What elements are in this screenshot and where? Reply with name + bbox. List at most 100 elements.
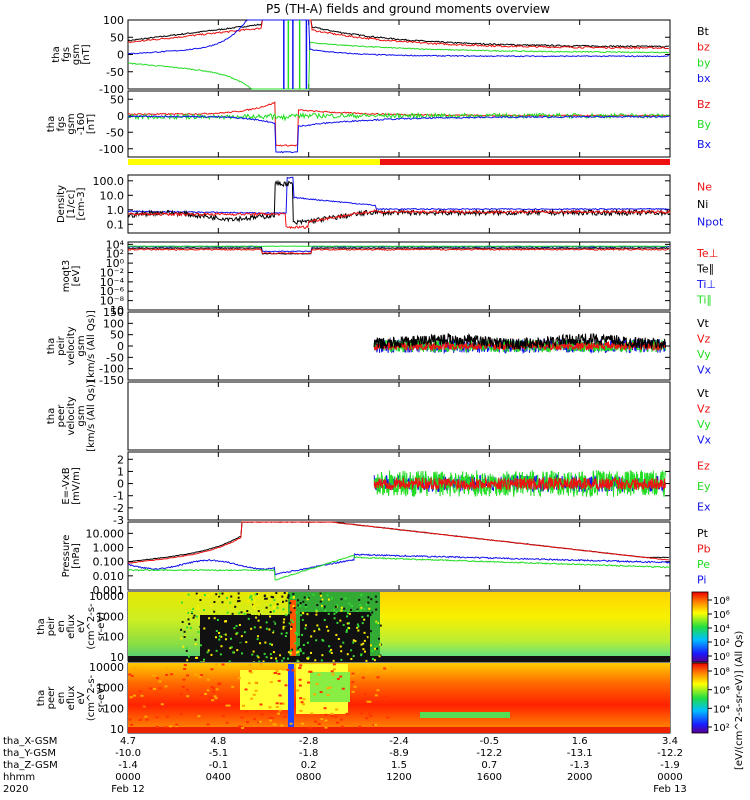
x-tick-label: -1.4 [118,760,138,771]
x-tick-label: -1.3 [570,760,590,771]
y-tick-label: 10⁴ [106,238,125,251]
svg-text:gsm: gsm [71,44,82,65]
legend-entry: Pb [697,542,711,555]
x-tick-label: -8.9 [389,748,409,759]
y-tick-label: 0.1 [107,218,125,231]
svg-text:velocity: velocity [66,396,77,435]
x-tick-label: -1.8 [299,748,319,759]
legend-entry: Vz [697,402,711,415]
legend-entry: Te∥ [696,262,714,275]
y-tick-label: 100 [103,317,124,330]
legend-entry: Bx [697,138,712,151]
y-tick-label: 100 [103,702,124,715]
legend-entry: Ti⊥ [696,278,716,291]
x-tick-label: 0.2 [301,760,317,771]
svg-text:moqt3: moqt3 [61,260,72,293]
svg-text:tha: tha [51,46,62,62]
svg-text:eflux: eflux [66,686,77,711]
y-tick-label: 0 [117,478,124,491]
svg-text:[1/cc]: [1/cc] [66,190,77,219]
legend-entry: Vy [697,418,711,431]
y-tick-label: -100 [99,83,124,96]
svg-text:tha: tha [46,116,57,132]
legend-entry: Bt [697,25,710,38]
y-tick-label: 0 [117,49,124,62]
panel-frame [127,381,671,451]
legend-entry: by [697,56,711,69]
svg-text:tha: tha [36,618,47,634]
y-tick-label: 1000 [96,682,124,695]
colorbar-ion: 10⁸ 10⁶ 10⁴ 10² 10⁰ [691,591,730,663]
svg-text:[km/s (All Qs)]: [km/s (All Qs)] [86,380,97,452]
svg-text:fgs: fgs [61,47,72,62]
svg-text:eV: eV [76,691,87,704]
quality-flag-bar [128,159,670,165]
x-tick-label: -5.1 [209,748,229,759]
y-axis-label: tha peer velocity gsm [km/s (All Qs)] [46,380,97,452]
y-tick-label: -50 [106,351,124,364]
colorbar-label: [eV/(cm^2-s-sr-eV)] (All Qs) [734,631,745,770]
svg-text:peer: peer [46,686,57,710]
curves-layer [127,19,671,581]
x-tick-label: 2000 [567,772,592,783]
y-tick-label: -50 [106,126,124,139]
colorbar-tick: 10² [713,723,730,734]
legend-entry: Bz [697,98,711,111]
x-tick-label: 1200 [386,772,411,783]
svg-text:[nT]: [nT] [81,44,92,64]
svg-text:(cm^2-s-: (cm^2-s- [86,603,97,650]
legend-entry: Pt [697,527,709,540]
legend-entry: Vx [697,363,712,376]
y-tick-label: 10⁻⁴ [100,276,125,289]
legend-entry: By [697,118,712,131]
svg-text:en: en [56,620,67,633]
y-tick-label: 10⁰ [106,257,125,270]
colorbar-tick: 10⁸ [713,667,730,678]
y-tick-label: -50 [106,66,124,79]
y-tick-label: -3 [113,514,124,527]
legend-entry: bz [697,41,710,54]
row-label: 2020 [3,784,28,795]
svg-text:peir: peir [56,335,67,355]
y-tick-label: -1 [113,490,124,503]
svg-text:[cm-3]: [cm-3] [76,187,87,220]
svg-text:tha: tha [36,690,47,706]
svg-text:tha: tha [46,338,57,354]
svg-text:gsm: gsm [76,335,87,356]
svg-text:tha: tha [46,408,57,424]
x-tick-label: 3.4 [662,736,678,747]
svg-text:velocity: velocity [66,326,77,365]
svg-text:E=-VxB: E=-VxB [61,467,72,504]
y-tick-label: 0 [117,340,124,353]
y-tick-label: 10⁻⁸ [100,295,125,308]
y-tick-label: 100 [103,631,124,644]
y-axis-label: tha fgs gsm -160 [nT] [46,113,97,136]
svg-text:en: en [56,692,67,705]
svg-text:[nPa]: [nPa] [71,543,82,569]
legend-entry: Pe [697,558,710,571]
legend-entry: Ti∥ [696,293,712,306]
svg-text:peir: peir [46,616,57,636]
svg-text:gsm: gsm [66,113,77,134]
svg-text:eflux: eflux [66,614,77,639]
legend-entry: Ey [697,480,711,493]
legend-entry: Vy [697,348,711,361]
legend-entry: Vx [697,433,712,446]
y-axis-label: Pressure [nPa] [61,535,82,578]
x-tick-label: -2.4 [389,736,409,747]
svg-text:[eV]: [eV] [71,266,82,287]
x-tick-label: 1.6 [572,736,588,747]
svg-text:peer: peer [56,404,67,428]
y-tick-label: 50 [110,31,124,44]
row-label: tha_X-GSM [3,736,57,747]
y-axis-label: tha fgs gsm [nT] [51,44,92,65]
y-tick-label: 10000 [89,590,124,603]
y-tick-label: -100 [99,363,124,376]
x-tick-label: -10.0 [115,748,141,759]
y-tick-label: 50 [110,93,124,106]
legend-entry: Vt [697,387,710,400]
y-tick-label: 50 [110,329,124,342]
x-tick-label: 1.5 [391,760,407,771]
x-tick-label: -12.2 [657,748,683,759]
